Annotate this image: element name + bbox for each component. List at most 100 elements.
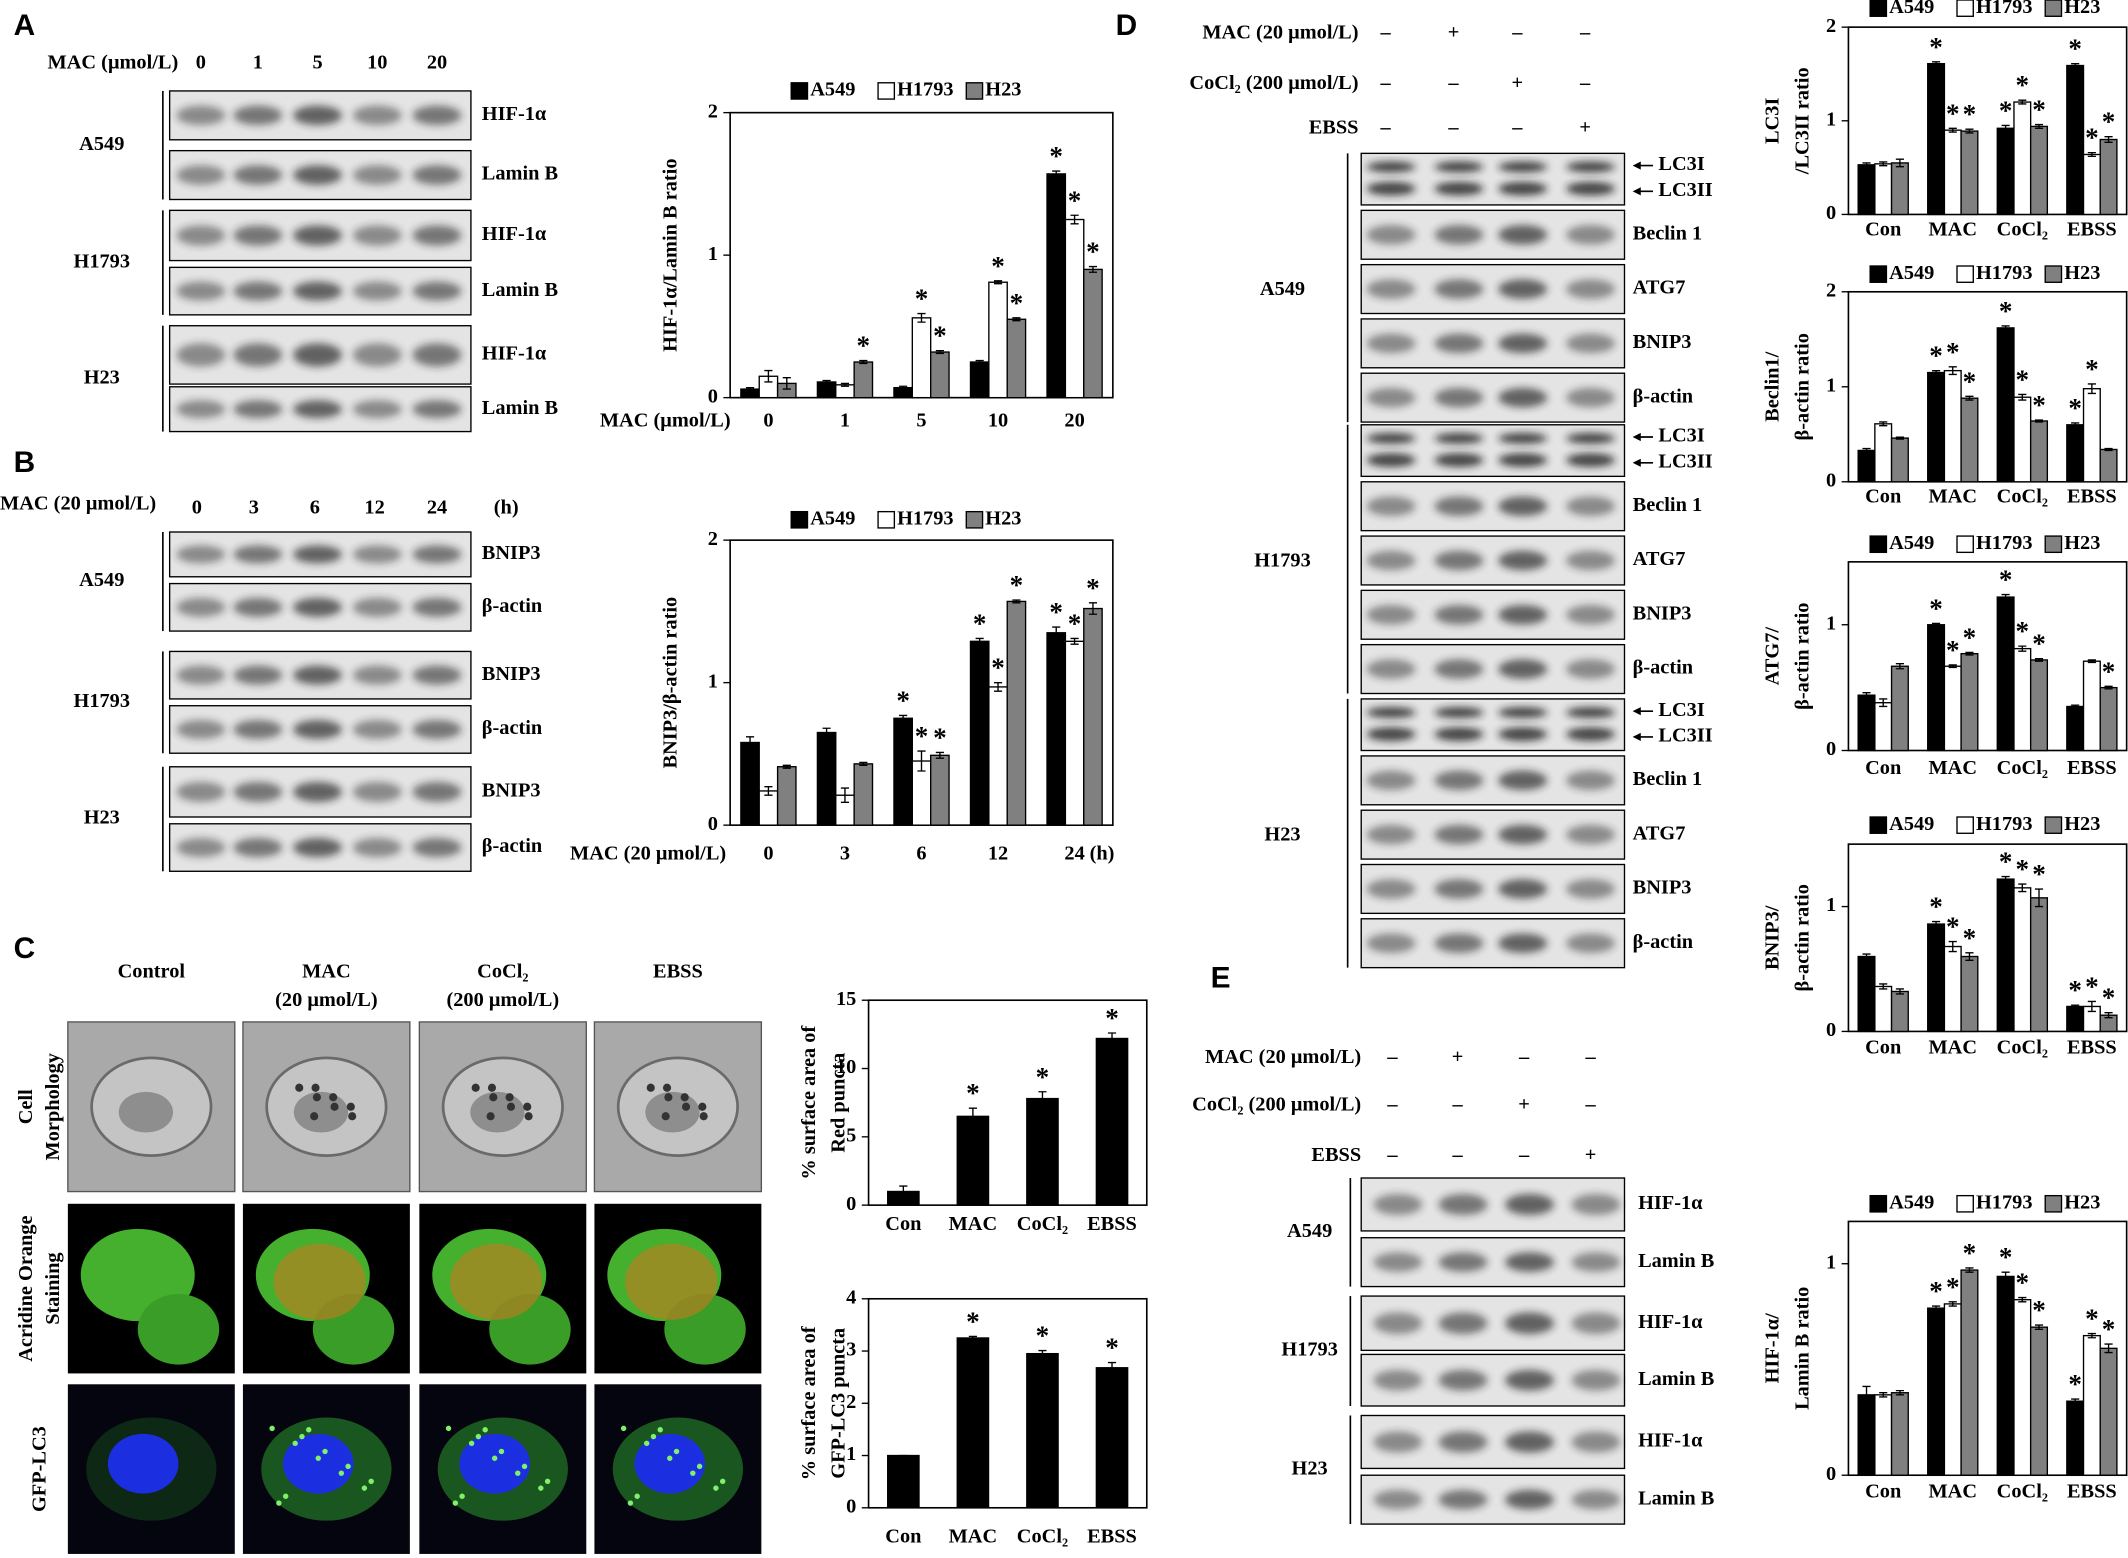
label: HIF-1α bbox=[482, 103, 547, 125]
blot-band bbox=[176, 281, 226, 301]
label: – bbox=[1380, 72, 1392, 94]
error-bar bbox=[1948, 1301, 1957, 1307]
error-bar bbox=[1862, 953, 1871, 960]
blot-band bbox=[293, 400, 342, 419]
bar bbox=[969, 361, 990, 399]
blot-band bbox=[1571, 1431, 1621, 1453]
x-tick-label: CoCl₂ bbox=[1997, 1481, 2048, 1503]
y-tick-label: 2 bbox=[846, 1391, 856, 1413]
label: H1793 bbox=[1281, 1339, 1338, 1361]
y-tick-label: 10 bbox=[836, 1056, 856, 1078]
error-bar bbox=[2087, 383, 2096, 395]
significance-mark: * bbox=[1946, 1272, 1960, 1302]
puncta bbox=[544, 1478, 551, 1485]
blot-band bbox=[1566, 225, 1615, 245]
blot-band bbox=[1366, 453, 1416, 467]
bar bbox=[956, 1115, 990, 1206]
blot-band bbox=[1434, 181, 1484, 196]
label: 1 bbox=[253, 51, 263, 73]
label: MAC (20 μmol/L) bbox=[1202, 22, 1358, 44]
puncta bbox=[475, 1433, 482, 1440]
error-bar bbox=[1088, 265, 1098, 273]
blot-band bbox=[233, 165, 283, 185]
significance-mark: * bbox=[2016, 70, 2030, 100]
bar bbox=[2082, 388, 2101, 483]
x-tick-label: Con bbox=[885, 1525, 921, 1547]
error-bar bbox=[899, 1185, 908, 1198]
error-bar bbox=[2104, 685, 2113, 690]
error-bar bbox=[2018, 883, 2027, 893]
significance-mark: * bbox=[2016, 1268, 2030, 1298]
blot-band bbox=[233, 597, 283, 617]
error-bar bbox=[975, 637, 984, 645]
significance-mark: * bbox=[2068, 393, 2082, 423]
error-bar bbox=[917, 312, 926, 323]
blot-band bbox=[1498, 605, 1548, 625]
bar bbox=[1095, 1367, 1129, 1509]
nucleus bbox=[118, 1091, 174, 1133]
blot-band bbox=[1566, 550, 1615, 571]
arrow-head bbox=[1632, 161, 1641, 170]
label: BNIP3 bbox=[482, 780, 541, 802]
blot-band bbox=[1571, 1252, 1621, 1272]
legend-swatch bbox=[965, 510, 984, 529]
y-tick-label: 0 bbox=[1826, 1463, 1836, 1485]
blot-band bbox=[1505, 1312, 1554, 1335]
label: Morphology bbox=[42, 1053, 64, 1160]
puncta bbox=[620, 1425, 627, 1432]
legend-label: A549 bbox=[1889, 0, 1934, 18]
error-bar bbox=[840, 382, 850, 387]
legend-swatch bbox=[2044, 816, 2063, 834]
blot-band bbox=[176, 838, 226, 858]
bar bbox=[2029, 420, 2049, 483]
label: (200 μmol/L) bbox=[446, 989, 559, 1011]
bar bbox=[2066, 1005, 2085, 1033]
legend-label: H1793 bbox=[1976, 1191, 2033, 1213]
y-axis-label: HIF-1α/Lamin B ratio bbox=[659, 158, 681, 351]
blot-band bbox=[233, 343, 283, 367]
label: 20 bbox=[427, 51, 447, 73]
legend-label: H23 bbox=[985, 79, 1021, 101]
x-tick-label: CoCl₂ bbox=[1997, 1037, 2048, 1059]
blot-band bbox=[1498, 879, 1548, 899]
blot-band bbox=[233, 719, 283, 739]
blot-band bbox=[1566, 727, 1615, 741]
vacuole bbox=[295, 1083, 304, 1092]
blot-band bbox=[1434, 161, 1484, 173]
vacuole bbox=[330, 1102, 339, 1111]
blot-band bbox=[176, 781, 226, 802]
blot-band bbox=[1366, 550, 1416, 571]
error-bar bbox=[1107, 1032, 1117, 1045]
error-bar bbox=[1862, 447, 1871, 454]
y-axis-label: % surface area of bbox=[798, 1026, 820, 1180]
legend-swatch bbox=[790, 510, 809, 529]
blot-band bbox=[1498, 550, 1548, 571]
bar bbox=[2099, 686, 2118, 752]
blot-band bbox=[1566, 496, 1615, 516]
error-bar bbox=[2001, 593, 2010, 601]
puncta bbox=[498, 1448, 505, 1455]
bar bbox=[1927, 624, 1946, 752]
y-tick-label: 2 bbox=[708, 528, 718, 550]
blot-band bbox=[1438, 1252, 1488, 1272]
blot-band bbox=[1366, 879, 1416, 899]
label: 12 bbox=[364, 497, 384, 519]
bar bbox=[1960, 397, 1979, 483]
puncta bbox=[315, 1455, 321, 1461]
error-bar bbox=[1107, 1361, 1117, 1374]
bar bbox=[2099, 448, 2118, 483]
bar bbox=[930, 754, 950, 826]
blot-band bbox=[1366, 824, 1416, 845]
bar bbox=[1996, 1275, 2015, 1476]
blot-band bbox=[293, 665, 342, 685]
significance-mark: * bbox=[1010, 288, 1024, 318]
blot-band bbox=[412, 225, 462, 246]
blot-band bbox=[412, 400, 462, 419]
blot-band bbox=[1434, 453, 1484, 467]
plot-frame bbox=[1847, 843, 2128, 1033]
label: β-actin bbox=[1633, 931, 1693, 953]
blot-band bbox=[1438, 1312, 1488, 1335]
bar bbox=[2066, 705, 2085, 752]
x-tick-label: 5 bbox=[916, 410, 926, 432]
bar bbox=[1874, 163, 1893, 216]
